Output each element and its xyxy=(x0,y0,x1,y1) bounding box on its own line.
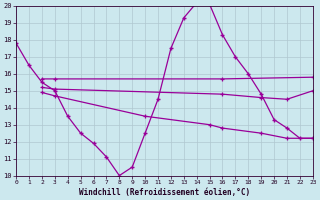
X-axis label: Windchill (Refroidissement éolien,°C): Windchill (Refroidissement éolien,°C) xyxy=(79,188,250,197)
